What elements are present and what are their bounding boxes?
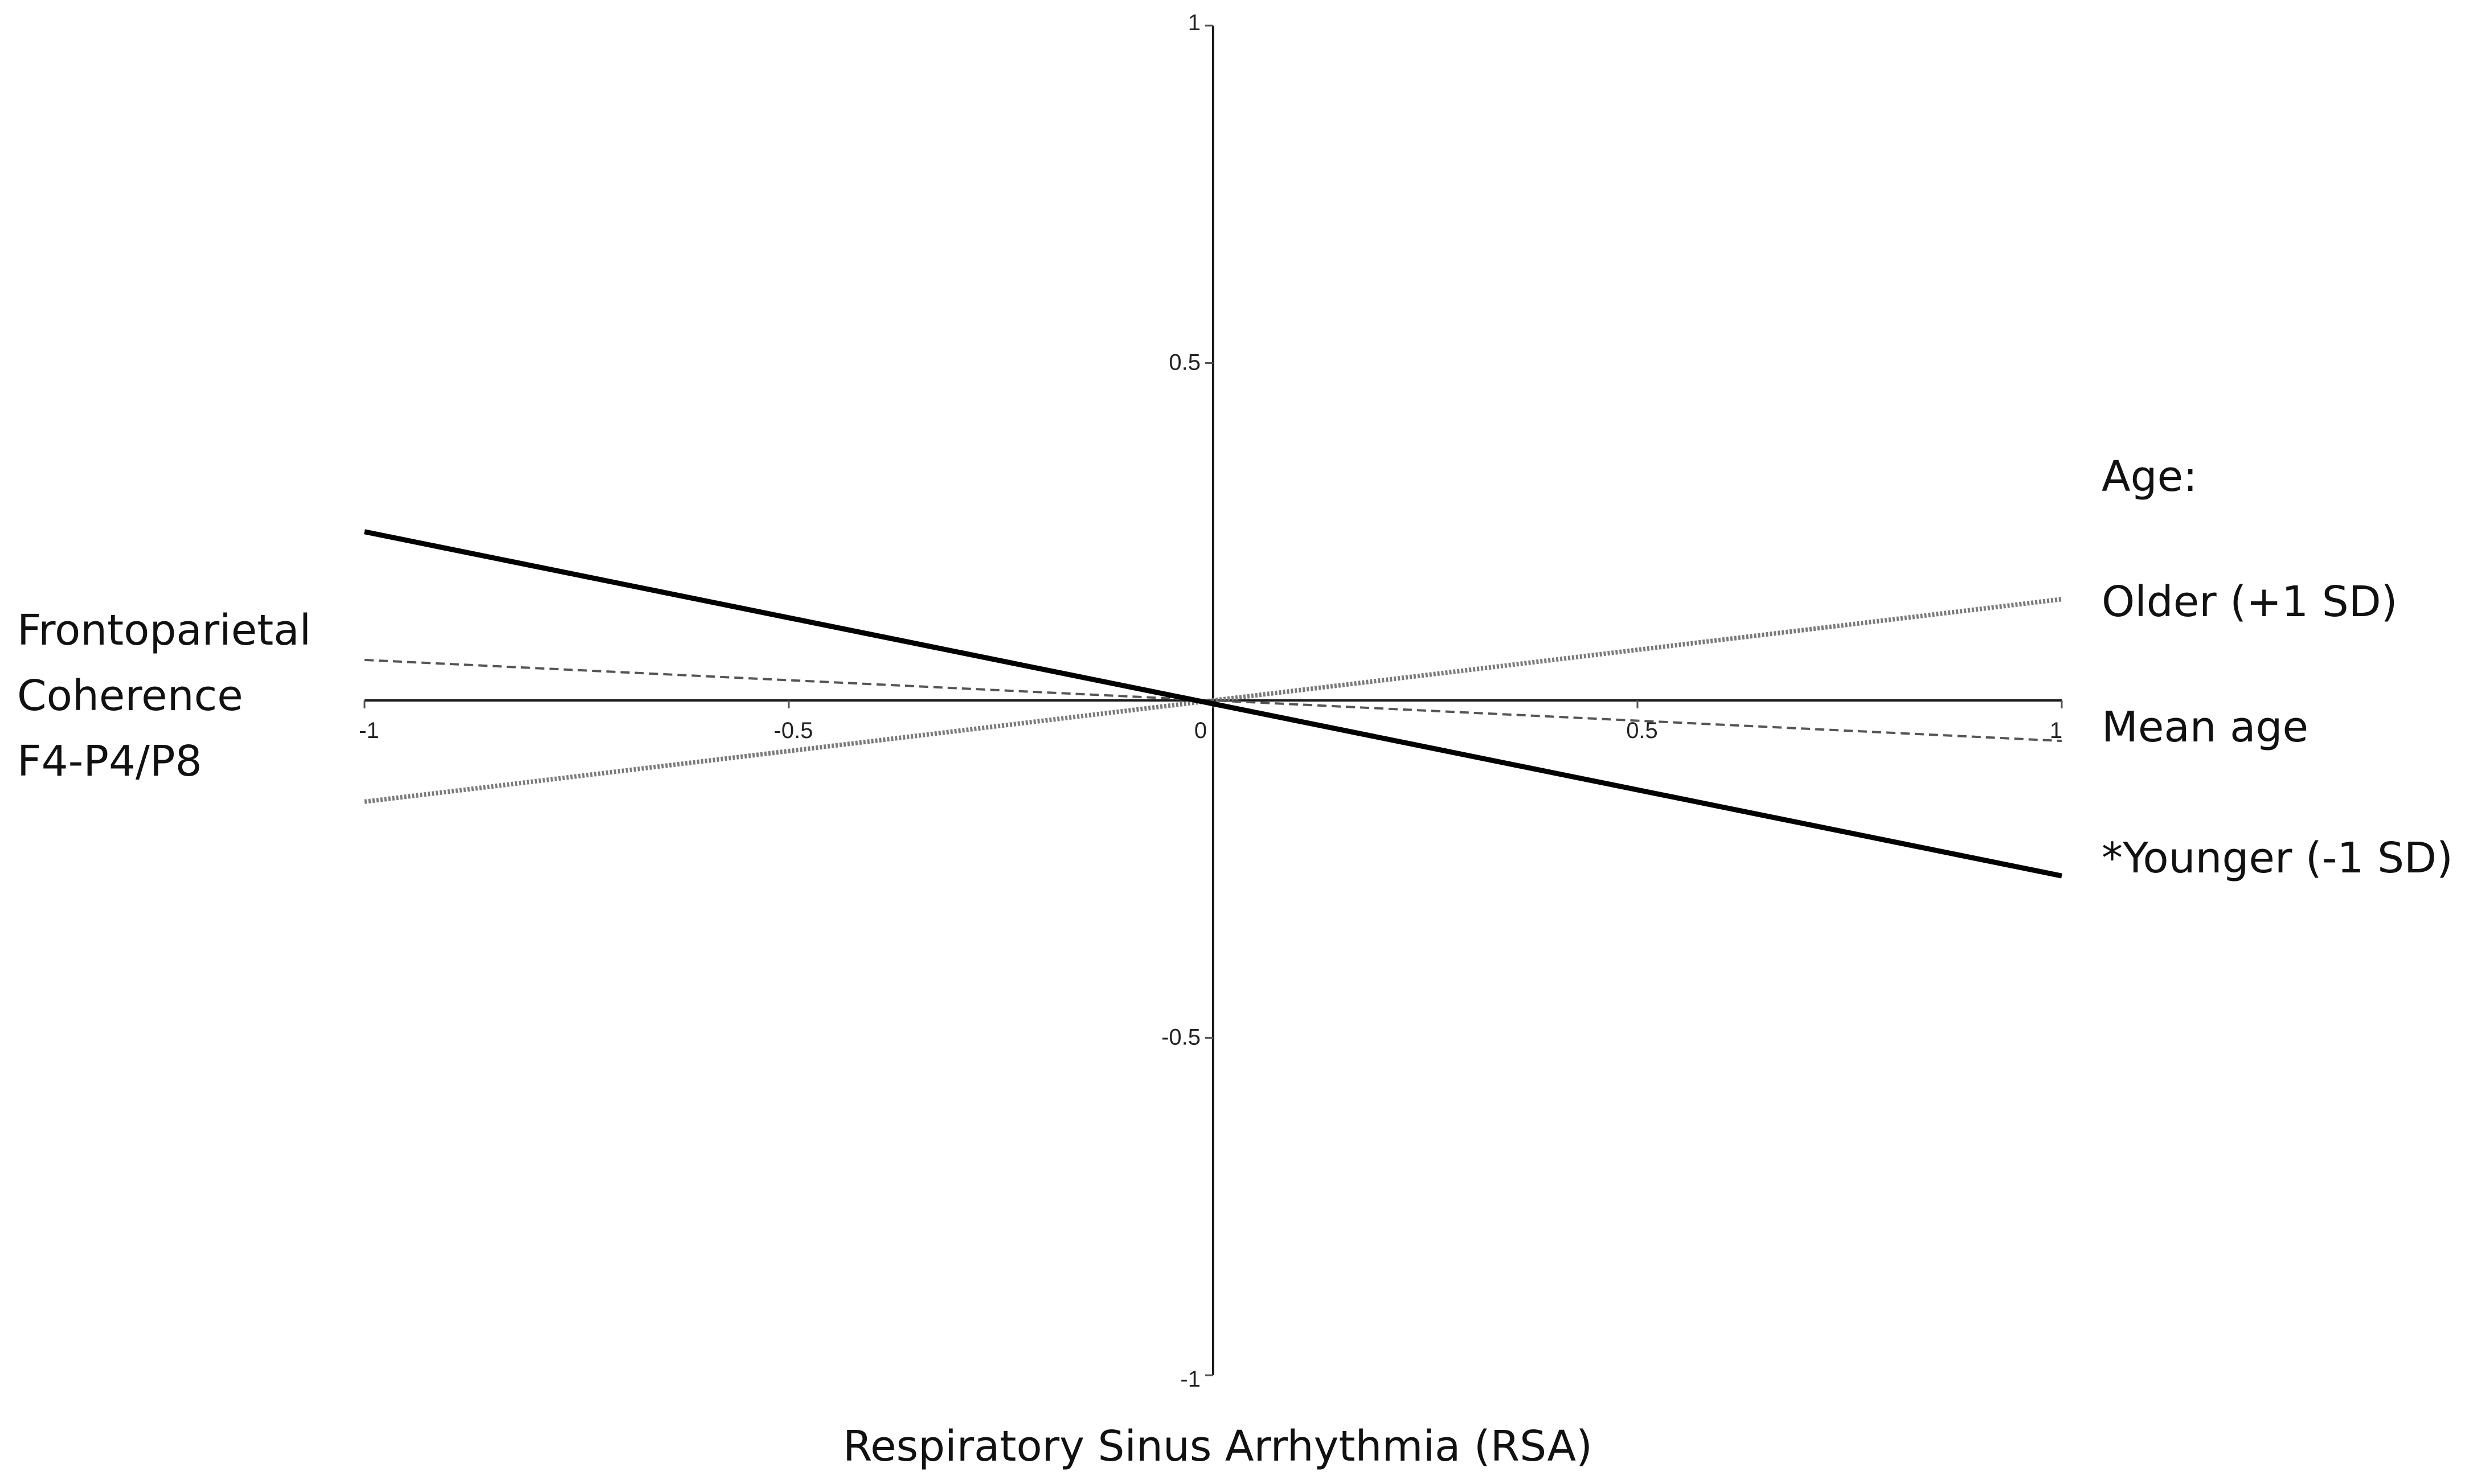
x-tick-label: 0 (1194, 718, 1207, 743)
y-tick-label: -1 (1180, 1367, 1201, 1392)
legend-item-mean-age: Mean age (2102, 703, 2308, 752)
x-tick-label: 1 (2050, 718, 2062, 743)
legend-item-older: Older (+1 SD) (2102, 577, 2398, 626)
y-tick-label: -0.5 (1161, 1025, 1201, 1050)
series-line-younger-1-sd (364, 529, 2062, 879)
y-tick-label: 0.5 (1169, 350, 1201, 375)
y-axis-label-line-3: F4-P4/P8 (17, 737, 202, 786)
y-axis-label-line-1: Frontoparietal (17, 606, 311, 655)
tick-labels: -1 -0.5 0 0.5 110.5-0.5-1 (359, 10, 2062, 1392)
x-tick-label: -1 (359, 718, 379, 743)
x-axis-label: Respiratory Sinus Arrhythmia (RSA) (843, 1422, 1592, 1471)
series-line-older-1-sd (364, 597, 2062, 804)
x-tick-label: -0.5 (774, 718, 813, 743)
series-line-mean-age (364, 658, 2062, 743)
y-tick-label: 1 (1188, 10, 1201, 35)
y-axis-label-line-2: Coherence (17, 671, 243, 720)
legend-item-younger: *Younger (-1 SD) (2102, 834, 2453, 883)
legend-title: Age: (2102, 452, 2197, 501)
legend: Age: Older (+1 SD) Mean age *Younger (-1… (2102, 452, 2453, 883)
series-lines (364, 529, 2062, 879)
y-axis-label: Frontoparietal Coherence F4-P4/P8 (17, 606, 311, 786)
